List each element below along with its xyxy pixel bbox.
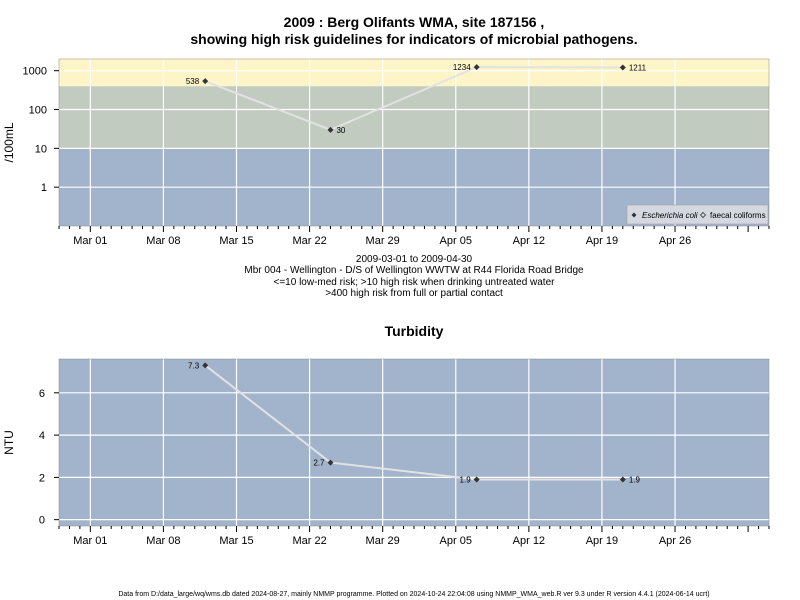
chart2-y-axis-label: NTU (2, 430, 16, 455)
turbidity-data-label: 1.9 (460, 475, 472, 484)
chart1-legend: Escherichia coli faecal coliforms (626, 204, 769, 225)
ecoli-data-label: 538 (186, 77, 200, 86)
chart2-x-tick-label: Mar 01 (73, 535, 107, 547)
risk-band-2 (59, 59, 769, 87)
chart1-x-tick-label: Mar 01 (73, 235, 107, 247)
chart2-x-tick-label: Apr 26 (659, 535, 691, 547)
turbidity-point (327, 459, 334, 466)
chart2-x-tick-label: Mar 29 (366, 535, 400, 547)
ecoli-series-line (204, 66, 623, 131)
chart1-x-tick-label: Mar 22 (292, 235, 326, 247)
chart1-subtitle: showing high risk guidelines for indicat… (190, 31, 637, 47)
caption-low-risk: <=10 low-med risk; >10 high risk when dr… (274, 277, 556, 288)
risk-band-1 (59, 86, 769, 149)
chart2-y-tick-label: 2 (39, 472, 45, 484)
legend-label-ecoli: Escherichia coli (642, 211, 698, 220)
legend-label-faecal: faecal coliforms (710, 211, 766, 220)
chart1-x-tick-label: Mar 15 (219, 235, 253, 247)
chart2-y-tick-label: 0 (39, 515, 45, 527)
chart2-x-tick-label: Apr 19 (586, 535, 618, 547)
chart2-x-tick-label: Mar 22 (292, 535, 326, 547)
chart2-x-tick-label: Mar 15 (219, 535, 253, 547)
legend-marker-faecal (699, 211, 707, 219)
chart2-plot-area (59, 359, 769, 526)
chart1-y-axis-label: /100mL (2, 122, 16, 162)
turbidity-data-label: 2.7 (313, 459, 325, 468)
legend-marker-ecoli (631, 212, 637, 218)
microbial-chart: 1 10 100 1000/100mL Mar 01 Mar 08 Mar 15 Mar 22… (2, 58, 770, 247)
turbidity-point (473, 476, 480, 483)
turbidity-data-label: 1.9 (629, 475, 641, 484)
chart1-x-tick-label: Mar 29 (366, 235, 400, 247)
ecoli-data-label: 1234 (453, 63, 471, 72)
chart1-y-tick-label: 1000 (23, 66, 47, 78)
chart1-y-tick-label: 10 (35, 143, 47, 155)
caption-date-range: 2009-03-01 to 2009-04-30 (356, 254, 473, 265)
chart1-title: 2009 : Berg Olifants WMA, site 187156 , (284, 14, 545, 30)
chart1-x-tick-label: Apr 12 (513, 235, 545, 247)
turbidity-series-line (204, 364, 623, 481)
ecoli-point (327, 126, 334, 133)
chart1-x-tick-label: Apr 05 (440, 235, 472, 247)
footer-note: Data from D:/data_large/wq/wms.db dated … (118, 591, 709, 598)
chart2-x-tick-label: Apr 05 (440, 535, 472, 547)
ecoli-point (619, 64, 626, 71)
chart1-x-tick-label: Apr 26 (659, 235, 691, 247)
ecoli-point (202, 78, 209, 85)
chart2-x-tick-label: Apr 12 (513, 535, 545, 547)
turbidity-data-label: 7.3 (188, 361, 200, 370)
legend-box (626, 204, 769, 225)
ecoli-point (473, 64, 480, 71)
chart1-y-tick-label: 100 (29, 105, 47, 117)
turbidity-chart: 0 2 4 6 NTU Mar 01 Mar 08 Mar 15 Mar 22 Mar 29 Apr… (2, 358, 770, 547)
chart2-y-tick-label: 6 (39, 388, 45, 400)
turbidity-point (619, 476, 626, 483)
chart2-title: Turbidity (385, 323, 444, 339)
chart1-x-tick-label: Mar 08 (146, 235, 180, 247)
caption-high-risk: >400 high risk from full or partial cont… (325, 288, 503, 299)
turbidity-point (202, 362, 209, 369)
ecoli-data-label: 1211 (629, 63, 647, 72)
ecoli-data-label: 30 (336, 126, 345, 135)
chart2-x-tick-label: Mar 08 (146, 535, 180, 547)
chart1-y-tick-label: 1 (41, 182, 47, 194)
caption-site: Mbr 004 - Wellington - D/S of Wellington… (244, 265, 584, 276)
chart2-y-tick-label: 4 (39, 430, 45, 442)
chart1-x-tick-label: Apr 19 (586, 235, 618, 247)
